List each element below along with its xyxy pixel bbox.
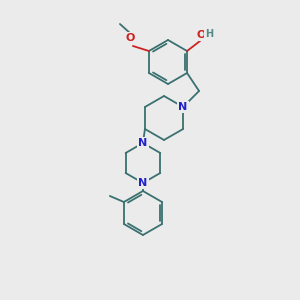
Text: O: O: [196, 30, 206, 40]
Text: N: N: [178, 102, 188, 112]
Text: H: H: [205, 29, 213, 39]
Text: N: N: [138, 178, 148, 188]
Text: N: N: [138, 138, 148, 148]
Text: O: O: [125, 33, 135, 43]
